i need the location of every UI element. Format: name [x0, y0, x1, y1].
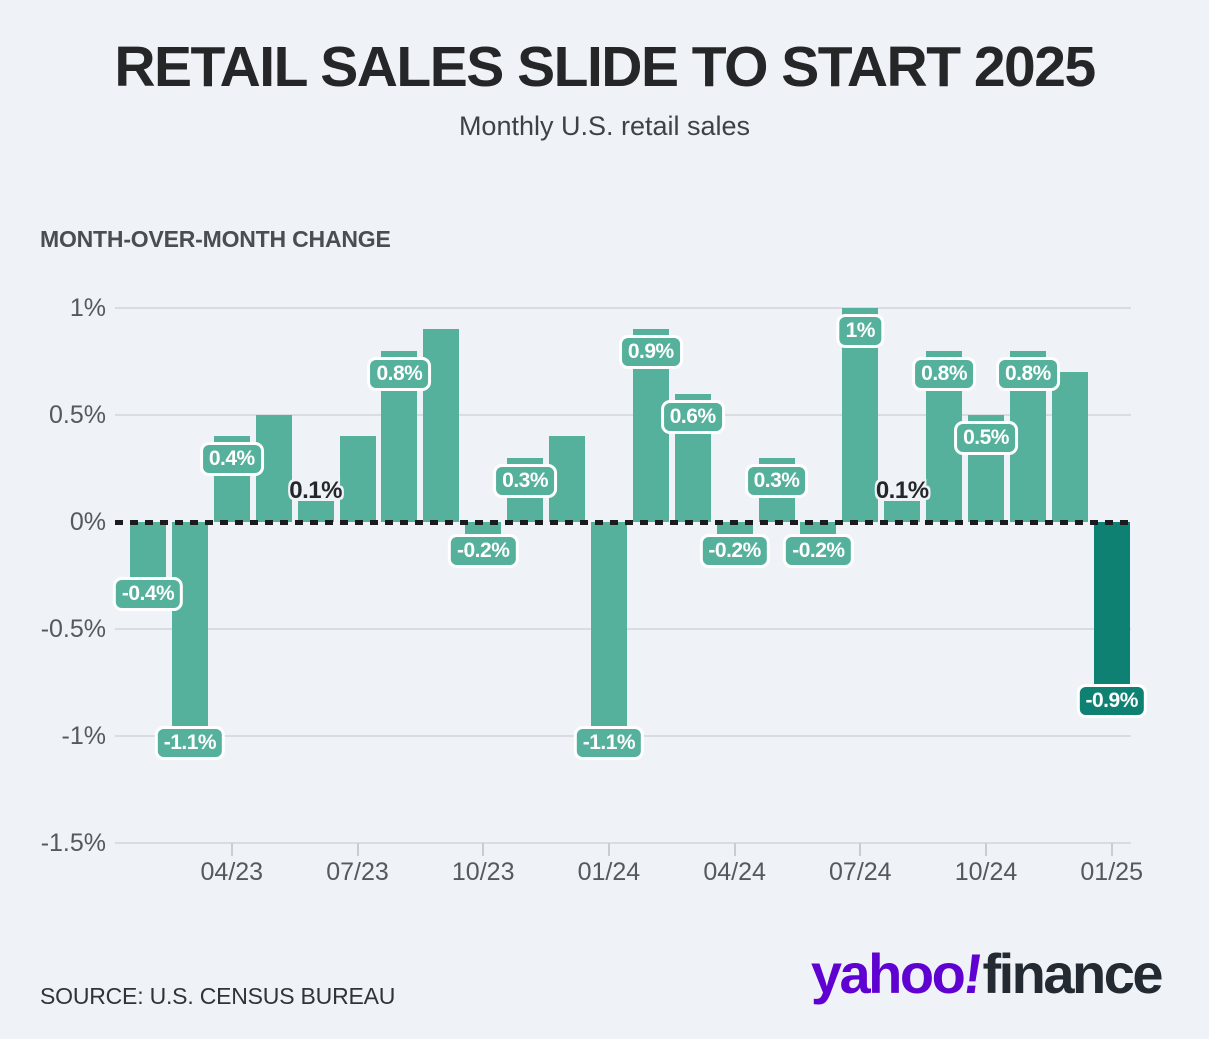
- source-attribution: SOURCE: U.S. CENSUS BUREAU: [40, 983, 396, 1009]
- bar-value-label: -1.1%: [573, 726, 645, 761]
- x-axis-tick-mark: [607, 843, 610, 856]
- chart-subtitle: Monthly U.S. retail sales: [458, 111, 751, 141]
- zero-baseline: [115, 520, 1131, 525]
- bar-value-label: 0.6%: [660, 399, 725, 434]
- bar-value-label: 0.9%: [618, 335, 683, 370]
- chart-title: RETAIL SALES SLIDE TO START 2025: [114, 35, 1096, 99]
- bar-08-24: [884, 500, 921, 522]
- bar-value-label: 0.8%: [995, 356, 1060, 391]
- x-axis-tick-label: 07/23: [326, 858, 389, 886]
- bar-value-label: 1%: [836, 314, 884, 348]
- x-axis-tick-label: 10/23: [451, 858, 515, 886]
- gridline: [115, 307, 1131, 309]
- x-axis-tick-label: 04/23: [200, 858, 264, 886]
- yahoo-finance-logo: yahoo!finance: [811, 942, 1164, 1005]
- x-axis-tick-mark: [1110, 843, 1113, 856]
- x-axis-tick-label: 04/24: [703, 858, 766, 886]
- bar-value-label: -0.4%: [112, 576, 184, 611]
- finance-logo-text: finance: [982, 942, 1163, 1005]
- bar-value-label: -1.1%: [154, 726, 226, 761]
- y-axis-tick-label: -1%: [61, 722, 106, 750]
- bar-01-25: [1093, 522, 1130, 715]
- bar-value-label: -0.2%: [448, 533, 519, 568]
- bar-03-23: [171, 522, 208, 758]
- bar-12-24: [1051, 372, 1088, 522]
- gridline: [115, 414, 1131, 416]
- bar-value-label: 0.8%: [367, 356, 432, 391]
- y-axis-tick-label: -0.5%: [40, 615, 106, 643]
- bar-value-label: -0.2%: [783, 533, 854, 568]
- yahoo-logo-exclamation: !: [959, 942, 985, 1005]
- x-axis-tick-label: 01/25: [1080, 858, 1143, 886]
- x-axis-tick-mark: [985, 843, 987, 856]
- bar-value-label: 0.1%: [875, 476, 929, 504]
- x-axis-tick-mark: [356, 843, 359, 856]
- bar-value-label: -0.9%: [1076, 683, 1147, 718]
- x-axis-tick-label: 01/24: [577, 858, 641, 886]
- y-axis-tick-label: -1.5%: [40, 829, 106, 857]
- y-axis-section-label: MONTH-OVER-MONTH CHANGE: [40, 226, 391, 252]
- bar-value-label: 0.8%: [912, 356, 977, 391]
- y-axis-tick-label: 0%: [69, 508, 106, 536]
- bar-01-24: [590, 522, 627, 758]
- bar-value-label: -0.2%: [699, 533, 770, 568]
- x-axis-tick-label: 10/24: [954, 858, 1018, 886]
- x-axis-tick-mark: [859, 843, 862, 856]
- bar-06-23: [297, 500, 334, 522]
- x-axis-tick-mark: [482, 843, 485, 856]
- bar-value-label: 0.1%: [289, 476, 342, 504]
- bar-value-label: 0.3%: [744, 463, 809, 498]
- y-axis-tick-label: 1%: [69, 294, 106, 322]
- x-axis-tick-mark: [230, 843, 233, 856]
- bar-value-label: 0.5%: [954, 421, 1018, 455]
- yahoo-logo-text: yahoo: [810, 942, 966, 1005]
- bar-value-label: 0.4%: [199, 442, 264, 477]
- bar-value-label: 0.3%: [493, 463, 558, 498]
- x-axis-tick-label: 07/24: [829, 858, 892, 886]
- x-axis-tick-mark: [733, 843, 736, 856]
- y-axis-tick-label: 0.5%: [49, 401, 106, 429]
- bar-09-23: [423, 329, 460, 522]
- bar-07-23: [339, 436, 376, 522]
- gridline: [115, 842, 1131, 844]
